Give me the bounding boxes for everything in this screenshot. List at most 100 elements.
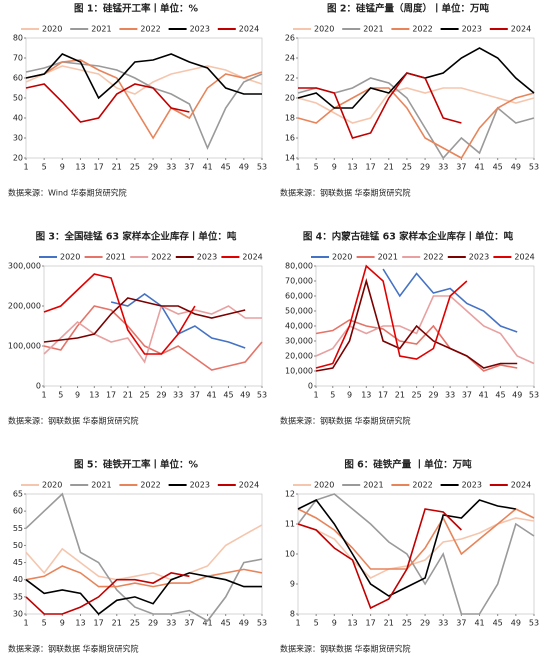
y-tick-label: 300,000 bbox=[8, 262, 41, 271]
y-tick-label: 30,000 bbox=[285, 337, 313, 346]
y-tick-label: 40 bbox=[13, 575, 23, 584]
x-tick-label: 25 bbox=[402, 163, 412, 172]
legend-label: 2023 bbox=[469, 253, 489, 262]
x-tick-label: 33 bbox=[438, 619, 448, 628]
x-tick-label: 5 bbox=[58, 391, 63, 400]
x-tick-label: 37 bbox=[462, 391, 472, 400]
series-line bbox=[25, 53, 262, 100]
x-tick-label: 37 bbox=[184, 619, 194, 628]
series-line bbox=[297, 87, 535, 160]
series-line bbox=[110, 293, 246, 349]
y-tick-label: 60,000 bbox=[285, 292, 313, 301]
x-tick-label: 17 bbox=[106, 391, 116, 400]
x-tick-label: 37 bbox=[456, 163, 466, 172]
y-tick-label: 100,000 bbox=[8, 342, 41, 351]
x-tick-label: 41 bbox=[202, 163, 212, 172]
x-tick-label: 1 bbox=[295, 163, 300, 172]
plot-frame bbox=[297, 493, 535, 615]
x-tick-label: 9 bbox=[332, 619, 337, 628]
legend-label: 2024 bbox=[514, 253, 534, 262]
y-tick-label: 50,000 bbox=[285, 307, 313, 316]
plot-frame bbox=[25, 493, 263, 615]
y-tick-label: 8 bbox=[290, 610, 295, 619]
series-line bbox=[25, 59, 263, 140]
x-tick-label: 41 bbox=[474, 163, 484, 172]
x-tick-label: 29 bbox=[420, 163, 430, 172]
x-tick-label: 45 bbox=[221, 619, 231, 628]
series-line bbox=[43, 273, 196, 355]
plot-frame bbox=[43, 265, 263, 387]
y-tick-label: 24 bbox=[285, 54, 295, 63]
y-tick-label: 16 bbox=[285, 134, 295, 143]
x-tick-label: 1 bbox=[295, 619, 300, 628]
x-tick-label: 41 bbox=[207, 391, 217, 400]
y-tick-label: 22 bbox=[285, 74, 295, 83]
legend-label: 2024 bbox=[511, 481, 531, 490]
legend-label: 2024 bbox=[239, 481, 259, 490]
series-line bbox=[25, 565, 263, 588]
legend-label: 2023 bbox=[462, 25, 482, 34]
x-tick-label: 49 bbox=[511, 619, 521, 628]
chart-title: 图 2：硅锰产量（周度）丨单位：万吨 bbox=[327, 3, 489, 15]
y-tick-label: 55 bbox=[13, 524, 23, 533]
series-line bbox=[43, 297, 246, 343]
x-tick-label: 33 bbox=[166, 163, 176, 172]
x-tick-label: 1 bbox=[23, 619, 28, 628]
series-line bbox=[297, 508, 462, 610]
legend-label: 2020 bbox=[42, 25, 62, 34]
x-tick-label: 9 bbox=[60, 163, 65, 172]
legend-label: 2022 bbox=[151, 253, 171, 262]
x-tick-label: 17 bbox=[366, 163, 376, 172]
legend-label: 2021 bbox=[378, 253, 398, 262]
x-tick-label: 37 bbox=[184, 163, 194, 172]
x-tick-label: 49 bbox=[239, 619, 249, 628]
y-tick-label: 10,000 bbox=[285, 367, 313, 376]
legend-label: 2020 bbox=[332, 253, 352, 262]
y-tick-label: 70,000 bbox=[285, 277, 313, 286]
chart-title: 图 5：硅铁开工率丨单位：% bbox=[74, 459, 198, 471]
legend-label: 2023 bbox=[197, 253, 217, 262]
legend-label: 2023 bbox=[462, 481, 482, 490]
x-tick-label: 41 bbox=[474, 619, 484, 628]
y-tick-label: 70 bbox=[13, 54, 23, 63]
x-tick-label: 25 bbox=[402, 619, 412, 628]
series-line bbox=[315, 264, 468, 369]
source-note: 数据来源：Wind 华泰期货研究院 bbox=[8, 188, 127, 198]
x-tick-label: 17 bbox=[366, 619, 376, 628]
y-tick-label: 35 bbox=[13, 592, 23, 601]
x-tick-label: 53 bbox=[529, 163, 539, 172]
series-line bbox=[25, 83, 190, 123]
x-tick-label: 1 bbox=[23, 163, 28, 172]
x-tick-label: 45 bbox=[493, 163, 503, 172]
y-tick-label: 18 bbox=[285, 114, 295, 123]
source-note: 数据来源：钢联数据 华泰期货研究院 bbox=[8, 644, 139, 654]
x-tick-label: 49 bbox=[512, 391, 522, 400]
x-tick-label: 29 bbox=[148, 619, 158, 628]
x-tick-label: 17 bbox=[94, 163, 104, 172]
x-tick-label: 13 bbox=[89, 391, 99, 400]
x-tick-label: 9 bbox=[332, 163, 337, 172]
y-tick-label: 50 bbox=[13, 94, 23, 103]
x-tick-label: 49 bbox=[240, 391, 250, 400]
y-tick-label: 45 bbox=[13, 558, 23, 567]
source-note: 数据来源：钢联数据 华泰期货研究院 bbox=[280, 644, 411, 654]
x-tick-label: 13 bbox=[347, 619, 357, 628]
source-note: 数据来源：钢联数据 华泰期货研究院 bbox=[8, 416, 139, 426]
x-tick-label: 45 bbox=[223, 391, 233, 400]
series-line bbox=[297, 493, 535, 615]
x-tick-label: 21 bbox=[384, 619, 394, 628]
x-tick-label: 53 bbox=[257, 619, 267, 628]
x-tick-label: 17 bbox=[378, 391, 388, 400]
x-tick-label: 45 bbox=[221, 163, 231, 172]
x-tick-label: 5 bbox=[42, 163, 47, 172]
series-line bbox=[25, 572, 190, 615]
x-tick-label: 45 bbox=[495, 391, 505, 400]
y-tick-label: 20 bbox=[285, 94, 295, 103]
x-tick-label: 17 bbox=[94, 619, 104, 628]
x-tick-label: 21 bbox=[123, 391, 133, 400]
x-tick-label: 45 bbox=[493, 619, 503, 628]
y-tick-label: 80 bbox=[13, 34, 23, 43]
y-tick-label: 11 bbox=[285, 520, 295, 529]
